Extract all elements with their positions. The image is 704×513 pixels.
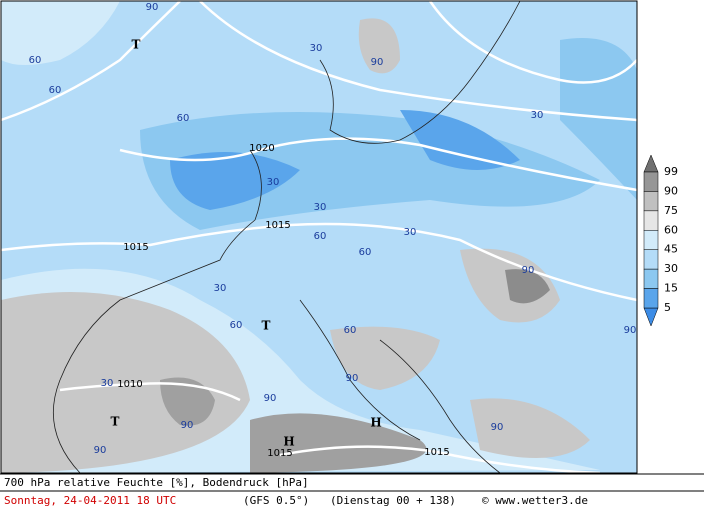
legend-label: 90 bbox=[664, 184, 678, 197]
humidity-label: 60 bbox=[230, 320, 243, 331]
humidity-field bbox=[505, 269, 550, 304]
isobar bbox=[0, 0, 181, 122]
humidity-label: 60 bbox=[314, 231, 327, 242]
isobar bbox=[199, 0, 638, 122]
humidity-field bbox=[330, 326, 440, 390]
humidity-label: 60 bbox=[344, 325, 357, 336]
humidity-field bbox=[160, 377, 215, 426]
isobar bbox=[279, 445, 601, 475]
humidity-label: 30 bbox=[101, 378, 114, 389]
coastlines bbox=[52, 0, 521, 474]
footer-credit: © www.wetter3.de bbox=[482, 494, 588, 507]
legend-label: 5 bbox=[664, 301, 671, 314]
humidity-label: 90 bbox=[371, 57, 384, 68]
coastline bbox=[379, 339, 501, 474]
isobar-label: 1015 bbox=[267, 448, 292, 459]
legend-label: 30 bbox=[664, 262, 678, 275]
humidity-label: 30 bbox=[531, 110, 544, 121]
isobar bbox=[119, 137, 638, 192]
humidity-label: 30 bbox=[214, 283, 227, 294]
humidity-field bbox=[1, 292, 250, 473]
legend-swatch bbox=[643, 230, 659, 250]
humidity-label: 90 bbox=[146, 2, 159, 13]
legend-swatch bbox=[643, 288, 659, 309]
humidity-label: 60 bbox=[49, 85, 62, 96]
isobar-label: 1020 bbox=[249, 143, 274, 154]
humidity-label: 90 bbox=[522, 265, 535, 276]
footer-model: (GFS 0.5°) bbox=[243, 494, 309, 507]
legend-label: 60 bbox=[664, 223, 678, 236]
isobar-label: 1015 bbox=[265, 220, 290, 231]
humidity-field bbox=[1, 1, 120, 65]
pressure-center: T bbox=[262, 319, 271, 333]
coastline bbox=[52, 149, 262, 474]
footer-title: 700 hPa relative Feuchte [%], Bodendruck… bbox=[4, 476, 309, 489]
map-frame bbox=[0, 0, 638, 474]
footer-date: Sonntag, 24-04-2011 18 UTC bbox=[4, 494, 176, 507]
humidity-label: 30 bbox=[404, 227, 417, 238]
humidity-label: 30 bbox=[267, 177, 280, 188]
humidity-field bbox=[250, 413, 427, 473]
humidity-label: 60 bbox=[29, 55, 42, 66]
legend-label: 99 bbox=[664, 165, 678, 178]
isobars bbox=[0, 0, 638, 475]
legend: 99 90 75 60 45 30 15 5 bbox=[643, 154, 678, 327]
legend-swatch bbox=[643, 268, 659, 289]
humidity-label: 30 bbox=[314, 202, 327, 213]
legend-label: 45 bbox=[664, 243, 678, 256]
humidity-field bbox=[470, 398, 590, 458]
pressure-center: H bbox=[370, 416, 381, 430]
coastline bbox=[299, 299, 421, 441]
pressure-center: T bbox=[132, 38, 141, 52]
humidity-field bbox=[170, 152, 300, 210]
legend-swatch bbox=[643, 171, 659, 192]
humidity-label: 90 bbox=[264, 393, 277, 404]
isobar-label: 1015 bbox=[424, 447, 449, 458]
humidity-label: 90 bbox=[181, 420, 194, 431]
humidity-label: 90 bbox=[491, 422, 504, 433]
humidity-label: 60 bbox=[359, 247, 372, 258]
humidity-field bbox=[358, 18, 400, 74]
isobar-label: 1015 bbox=[123, 242, 148, 253]
legend-swatch bbox=[643, 210, 659, 231]
pressure-center: T bbox=[111, 415, 120, 429]
coastline bbox=[319, 0, 521, 144]
footer-run: (Dienstag 00 + 138) bbox=[330, 494, 456, 507]
legend-label: 15 bbox=[664, 282, 678, 295]
isobar bbox=[0, 222, 638, 302]
legend-label: 75 bbox=[664, 204, 678, 217]
humidity-field bbox=[560, 38, 637, 200]
isobar-label: 1010 bbox=[117, 379, 142, 390]
legend-swatch bbox=[643, 249, 659, 270]
humidity-label: 60 bbox=[177, 113, 190, 124]
humidity-field bbox=[400, 110, 520, 170]
humidity-label: 90 bbox=[94, 445, 107, 456]
map-field bbox=[1, 1, 637, 473]
humidity-label: 90 bbox=[624, 325, 637, 336]
humidity-label: 30 bbox=[310, 43, 323, 54]
isobar bbox=[59, 382, 241, 402]
humidity-label: 90 bbox=[346, 373, 359, 384]
pressure-center: H bbox=[283, 435, 294, 449]
legend-swatch bbox=[643, 191, 659, 212]
isobar bbox=[428, 0, 638, 84]
